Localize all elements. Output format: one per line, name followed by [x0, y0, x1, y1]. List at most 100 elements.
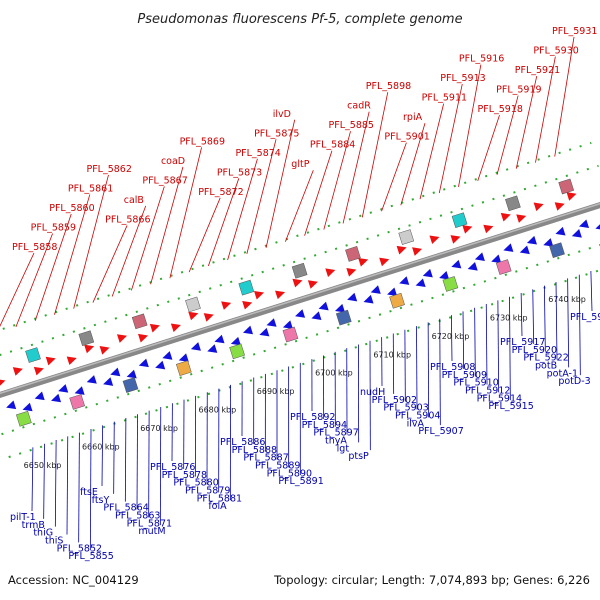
reverse-gene: [399, 276, 410, 285]
leader-line: [509, 296, 511, 401]
reverse-gene: [422, 268, 433, 278]
leader-line: [265, 119, 296, 248]
forward-gene-label: PFL_5873: [217, 167, 262, 178]
reverse-gene: [295, 309, 306, 318]
reverse-gene: [74, 386, 85, 395]
forward-gene-label: PFL_5911: [422, 93, 467, 104]
forward-gene-label: gltP: [291, 159, 309, 170]
forward-gene-label: PFL_5918: [478, 104, 523, 115]
reverse-gene: [190, 342, 201, 351]
genome-summary-text: Topology: circular; Length: 7,074,893 bp…: [274, 573, 590, 587]
feature-block: [549, 242, 565, 259]
forward-gene-label: PFL_5874: [235, 148, 280, 159]
feature-block: [291, 262, 308, 279]
leader-line: [554, 36, 575, 157]
reverse-gene-label: mutM: [138, 526, 165, 537]
feature-block: [282, 326, 299, 343]
forward-gene: [84, 344, 95, 354]
leader-line: [485, 304, 488, 385]
reverse-gene-label: PFL_5880: [173, 478, 218, 489]
forward-gene: [66, 356, 77, 366]
leader-line: [124, 417, 127, 502]
forward-gene: [566, 192, 577, 201]
forward-gene-label: PFL_5884: [310, 140, 355, 151]
reverse-gene-label: PFL_5878: [162, 470, 207, 481]
reverse-gene-label: PFL_5902: [372, 395, 417, 406]
forward-gene: [483, 224, 494, 234]
reverse-gene: [86, 375, 97, 384]
reverse-gene: [178, 353, 189, 362]
reverse-gene-label: PFL_5927: [570, 312, 600, 323]
forward-gene-label: PFL_5875: [254, 128, 299, 139]
forward-gene: [254, 290, 265, 300]
leader-line: [535, 56, 556, 163]
leader-line: [54, 194, 91, 315]
forward-gene: [99, 346, 110, 355]
reverse-gene-label: PFL_5887: [243, 453, 288, 464]
reverse-gene-label: PFL_5881: [197, 493, 242, 504]
reverse-gene-label: PFL_5910: [453, 378, 498, 389]
reverse-gene: [571, 229, 582, 238]
forward-gene: [396, 245, 407, 255]
feature-block: [229, 343, 245, 360]
reverse-gene: [347, 292, 358, 302]
reverse-gene: [579, 219, 590, 229]
reverse-gene: [34, 391, 45, 401]
reverse-gene-label: PFL_5871: [127, 518, 172, 529]
forward-gene-label: PFL_5866: [105, 214, 150, 225]
leader-line: [419, 103, 445, 200]
reverse-gene: [110, 367, 121, 377]
reverse-gene: [103, 377, 114, 386]
leader-line: [54, 440, 57, 527]
reverse-gene-label: PFL_5894: [302, 420, 347, 431]
forward-gene: [554, 202, 565, 211]
forward-gene: [307, 280, 318, 289]
feature-block: [495, 259, 512, 275]
reverse-gene: [595, 224, 600, 230]
forward-gene: [149, 323, 160, 333]
leader-line: [400, 123, 426, 206]
feature-block: [69, 394, 86, 410]
forward-gene: [358, 258, 369, 267]
forward-gene-label: PFL_5867: [142, 175, 187, 186]
leader-line: [543, 285, 546, 352]
feature-block: [398, 229, 415, 245]
genome-backbone: [0, 202, 600, 398]
leader-line: [439, 318, 441, 426]
reverse-gene-label: PFL_5908: [430, 362, 475, 373]
reverse-gene-label: lgt: [337, 443, 350, 454]
reverse-gene-label: PFL_5855: [68, 551, 113, 562]
reverse-gene-label: PFL_5864: [103, 503, 148, 514]
reverse-gene-label: PFL_5886: [220, 437, 265, 448]
reverse-gene: [474, 252, 485, 261]
forward-gene-label: rpiA: [403, 112, 423, 123]
reverse-gene-label: PFL_5914: [477, 393, 522, 404]
feature-block: [16, 410, 32, 427]
reverse-gene-label: PFL_5888: [232, 445, 277, 456]
reverse-gene: [370, 285, 381, 294]
leader-line: [381, 142, 407, 212]
reverse-gene: [22, 402, 33, 412]
feature-block: [25, 347, 41, 363]
reverse-gene: [387, 287, 398, 297]
reverse-gene: [439, 270, 450, 280]
forward-gene-label: PFL_5862: [86, 164, 131, 175]
leader-line: [31, 447, 34, 512]
reverse-gene: [363, 294, 374, 304]
leader-line: [438, 84, 463, 194]
forward-gene: [412, 247, 423, 256]
forward-gene-label: calB: [124, 195, 144, 206]
leader-line: [131, 186, 165, 291]
reverse-gene: [451, 259, 462, 269]
leader-line: [113, 421, 115, 494]
reverse-gene-label: PFL_5903: [383, 403, 428, 414]
forward-gene: [242, 300, 253, 310]
leader-line: [496, 95, 519, 175]
reverse-gene-label: folA: [208, 501, 227, 512]
feature-block: [131, 313, 148, 330]
forward-gene-label: coaD: [161, 156, 185, 167]
reverse-gene-label: ptsP: [348, 451, 369, 462]
leader-line: [342, 111, 370, 224]
forward-gene: [221, 301, 232, 310]
